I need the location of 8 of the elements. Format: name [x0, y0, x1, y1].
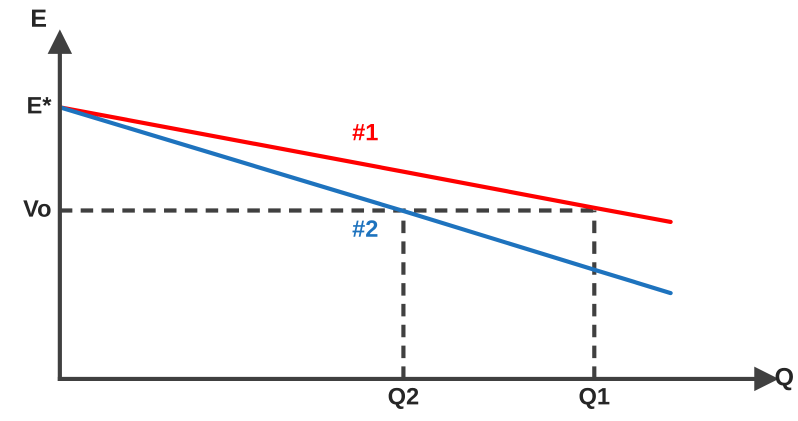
series-label: #2	[352, 220, 378, 237]
x-tick-label: Q1	[580, 388, 610, 409]
ref-line-label: Vo	[23, 200, 51, 217]
series-label: #1	[352, 124, 378, 140]
x-tick-label: Q2	[388, 388, 418, 409]
x-axis-title: Q	[776, 368, 793, 390]
y-axis-title: E	[32, 10, 46, 27]
text: E*	[28, 97, 52, 114]
